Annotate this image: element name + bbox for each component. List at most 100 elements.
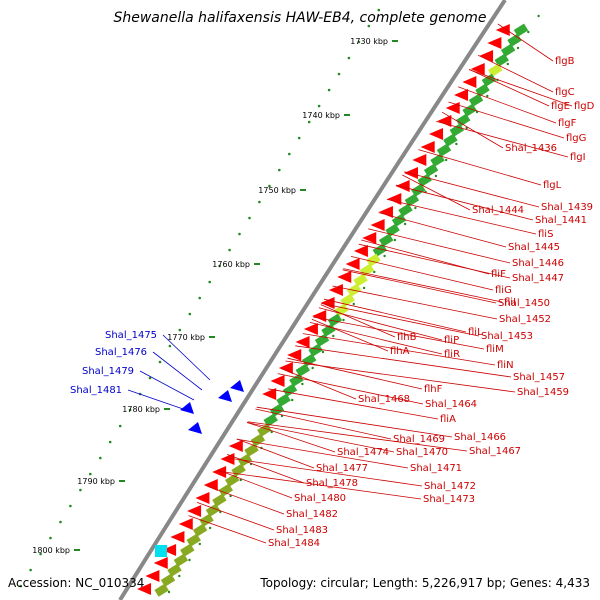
leader-line: [468, 69, 550, 107]
ruler-dot: [188, 312, 192, 316]
forward-cds: [287, 349, 302, 361]
ruler-dot: [59, 520, 62, 524]
genome-backbone: [118, 0, 507, 600]
forward-cds: [462, 76, 477, 88]
forward-cds: [328, 284, 343, 296]
leader-line: [436, 121, 569, 158]
ruler-dot: [228, 248, 231, 252]
cog-block: [404, 193, 420, 207]
cog-block: [244, 443, 259, 457]
ruler-dot: [89, 472, 92, 476]
cog-block: [276, 393, 291, 407]
ruler-dot: [158, 360, 162, 364]
ruler-dot: [39, 552, 42, 556]
cog-block: [180, 543, 195, 557]
ruler-dot: [198, 296, 201, 300]
gene-label-flhb: flhB: [397, 332, 417, 343]
leader-line: [256, 406, 453, 438]
ruler-label: 1780 kbp: [122, 405, 160, 414]
ruler-dot: [342, 318, 345, 322]
forward-cds: [479, 50, 494, 62]
gene-label-flir: fliR: [444, 349, 460, 360]
leader-line: [225, 457, 423, 487]
gene-label-flgc: flgC: [555, 87, 575, 98]
gene-label-shal_1482: Shal_1482: [286, 509, 338, 520]
cog-block: [334, 303, 349, 317]
gene-label-shal_1459: Shal_1459: [517, 387, 569, 398]
cog-block: [160, 573, 176, 587]
forward-cds: [153, 557, 168, 569]
gene-label-shal_1470: Shal_1470: [396, 447, 448, 458]
cog-block: [411, 183, 426, 197]
cog-block: [212, 493, 227, 507]
forward-cds: [212, 466, 227, 478]
leader-line: [342, 269, 497, 304]
forward-cds: [395, 180, 410, 192]
forward-cds: [187, 505, 202, 517]
forward-cds: [445, 102, 460, 114]
forward-cds: [162, 544, 177, 556]
gene-label-flia: fliA: [440, 414, 456, 425]
ruler-dot: [208, 526, 212, 530]
leader-line: [358, 243, 511, 279]
gene-labels: flgB flgC flgE flgD flgF flgG Shal_1436 flgI flg…: [70, 56, 595, 549]
gene-label-flig: fliG: [495, 285, 512, 296]
ruler-dot: [128, 408, 132, 412]
leader-line: [318, 307, 443, 341]
ruler-dot: [537, 14, 540, 18]
forward-cds: [495, 24, 510, 36]
cog-block: [289, 373, 304, 387]
accession-text: Accession: NC_010334: [8, 576, 144, 590]
gene-label-flha: flhA: [390, 346, 410, 357]
cog-block: [456, 113, 471, 127]
leader-line: [497, 23, 554, 62]
forward-cds: [387, 193, 402, 205]
cog-block: [443, 133, 458, 147]
ruler-dot: [239, 478, 242, 482]
forward-cds: [337, 271, 352, 283]
cog-block: [430, 153, 445, 167]
leader-line: [277, 373, 424, 405]
ruler-dot: [352, 302, 355, 306]
gene-label-shal_1439: Shal_1439: [541, 202, 593, 213]
gene-label-shal_1484: Shal_1484: [268, 538, 320, 549]
gene-label-shal_1446: Shal_1446: [512, 258, 564, 269]
forward-cds: [420, 141, 435, 153]
reverse-cds: [218, 390, 232, 402]
cog-block: [507, 33, 522, 47]
ruler-dot: [288, 152, 291, 156]
gene-label-shal_1466: Shal_1466: [454, 432, 506, 443]
cog-block: [468, 93, 484, 107]
forward-cds: [378, 206, 393, 218]
ruler-dot: [178, 574, 181, 578]
cog-block: [250, 433, 266, 447]
ruler-label: 1730 kbp: [350, 37, 388, 46]
forward-cds: [270, 375, 285, 387]
ruler-dot: [178, 328, 182, 332]
ruler-ticks: [19, 8, 540, 594]
gene-features: [137, 23, 529, 597]
leader-line: [323, 298, 467, 333]
ruler-dot: [118, 424, 122, 428]
gene-label-flis: fliS: [538, 229, 553, 240]
ruler-dot: [357, 40, 361, 44]
ruler-dot: [527, 30, 530, 34]
forward-cds: [170, 531, 185, 543]
gene-label-shal_1464: Shal_1464: [425, 399, 477, 410]
ruler-dot: [238, 232, 241, 236]
forward-cds: [429, 128, 444, 140]
gene-label-shal_1467: Shal_1467: [469, 446, 521, 457]
leader-line: [477, 54, 554, 93]
gene-label-shal_1450: Shal_1450: [498, 298, 550, 309]
cog-block: [378, 233, 394, 247]
gene-label-shal_1473: Shal_1473: [423, 494, 475, 505]
ruler-dot: [99, 456, 102, 460]
gene-label-shal_1453: Shal_1453: [481, 331, 533, 342]
gene-label-shal_1479: Shal_1479: [82, 366, 134, 377]
leader-line: [216, 470, 422, 500]
leader-line: [188, 515, 267, 544]
forward-cds: [137, 583, 152, 595]
ruler-dot: [49, 536, 52, 540]
forward-cds: [295, 336, 310, 348]
ruler-dot: [148, 376, 152, 380]
